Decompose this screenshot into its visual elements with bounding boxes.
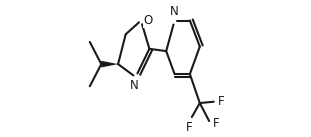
Text: F: F [218, 95, 225, 108]
Text: O: O [144, 14, 153, 27]
Text: F: F [213, 117, 220, 130]
Text: N: N [130, 79, 138, 92]
Text: F: F [186, 121, 193, 134]
Text: N: N [170, 5, 179, 18]
Polygon shape [101, 61, 118, 67]
